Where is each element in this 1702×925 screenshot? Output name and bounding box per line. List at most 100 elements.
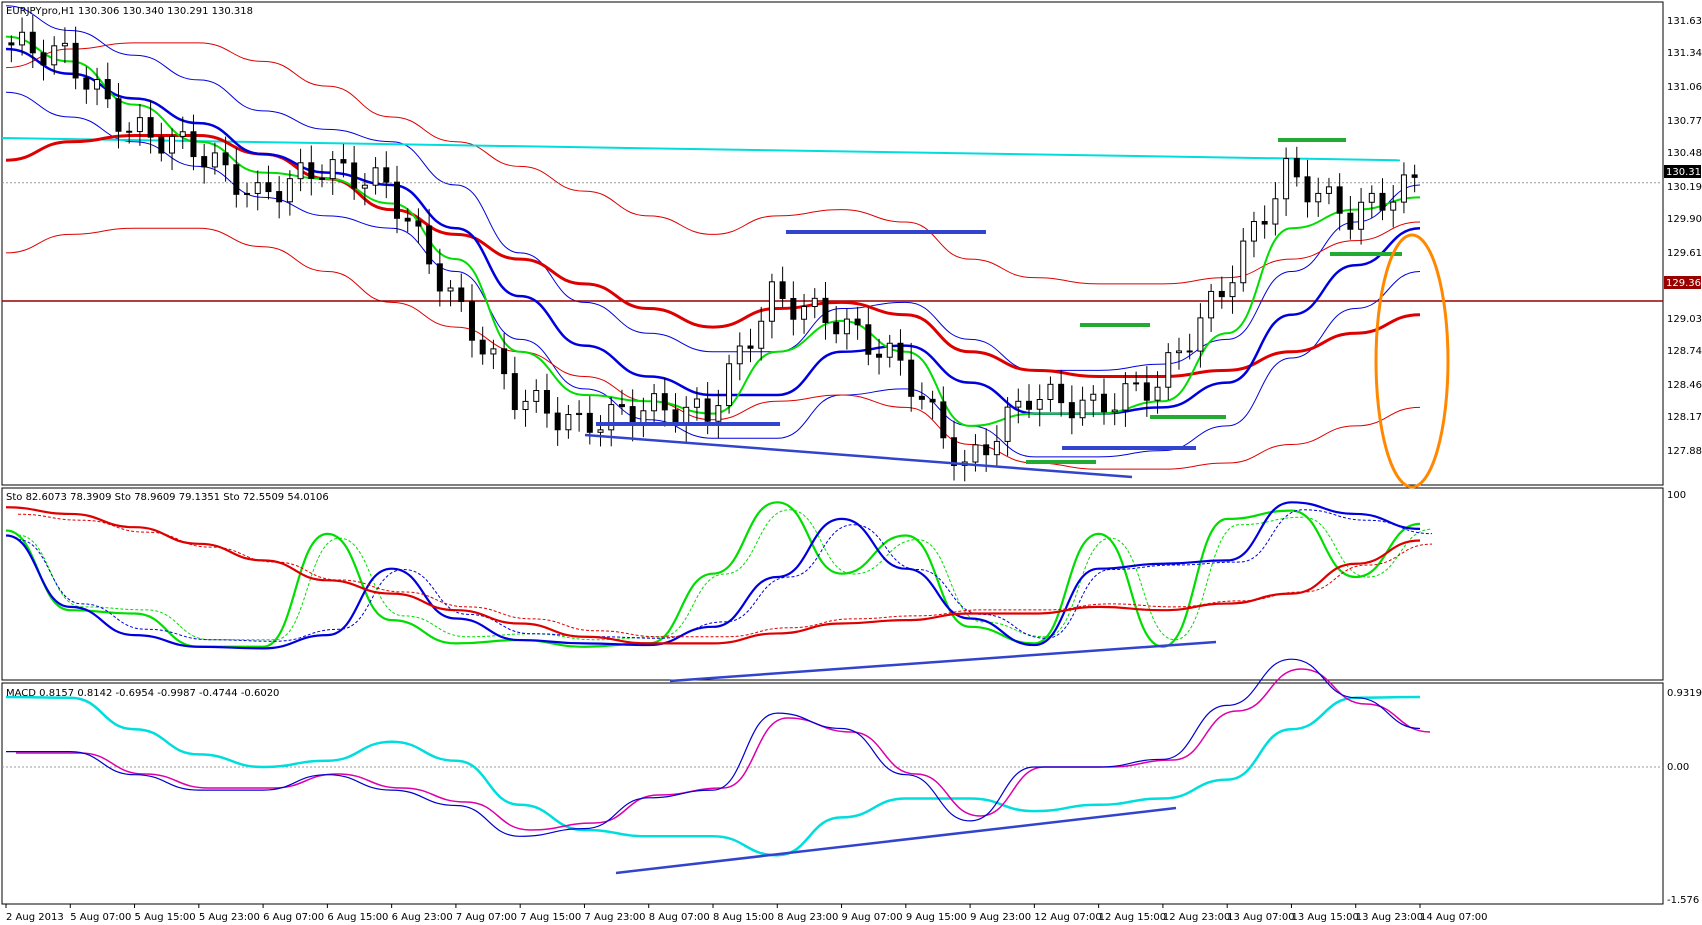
price-tick-label: 130.480 — [1667, 148, 1702, 159]
candle-body — [1261, 221, 1268, 225]
highlight-ellipse — [1374, 233, 1450, 489]
candle-body — [876, 353, 883, 358]
ma-slow-band-upper — [5, 42, 1421, 285]
candle-body — [704, 398, 711, 422]
candle-body — [329, 159, 336, 180]
time-tick-label: 9 Aug 07:00 — [842, 912, 903, 923]
candle-body — [169, 135, 176, 154]
candle-body — [158, 136, 165, 154]
candle-body — [1111, 409, 1118, 413]
candle-body — [436, 263, 443, 292]
candle-body — [297, 162, 304, 180]
time-axis: 2 Aug 2013 5 Aug 07:00 5 Aug 15:00 5 Aug 23… — [5, 904, 1487, 923]
candle-body — [1336, 186, 1343, 214]
time-tick-label: 9 Aug 15:00 — [906, 912, 967, 923]
time-tick-label: 12 Aug 23:00 — [1163, 912, 1230, 923]
candle-body — [1229, 282, 1236, 298]
candle-body — [265, 182, 272, 193]
candle-body — [586, 412, 593, 433]
candle-body — [1186, 350, 1193, 353]
candle-body — [972, 444, 979, 463]
current-price-badge — [1664, 165, 1701, 178]
time-tick-label: 12 Aug 07:00 — [1034, 912, 1101, 923]
candle-body — [468, 300, 475, 341]
stochastic-scale-top: 100 — [1667, 490, 1686, 501]
candle-body — [1272, 198, 1279, 225]
candle-body — [1079, 399, 1086, 419]
time-tick-label: 14 Aug 07:00 — [1420, 912, 1487, 923]
candle-body — [1004, 406, 1011, 442]
candle-body — [1068, 402, 1075, 419]
candle-body — [1154, 386, 1161, 401]
candle-body — [179, 131, 186, 137]
macd-scale-top: 0.9319 — [1667, 688, 1702, 699]
candle-body — [479, 339, 486, 355]
candle-body — [372, 167, 379, 186]
candle-body — [597, 429, 604, 433]
level-price-label: 129.361 — [1666, 278, 1702, 289]
stochastic-trend-line — [669, 640, 1217, 683]
candle-body — [1293, 158, 1300, 178]
candle-body — [543, 390, 550, 414]
candle-body — [1143, 382, 1150, 401]
time-tick-label: 8 Aug 23:00 — [777, 912, 838, 923]
candle-body — [993, 440, 1000, 456]
candle-body — [747, 345, 754, 349]
candle-body — [1283, 158, 1290, 200]
candle-body — [511, 373, 518, 411]
time-tick-label: 7 Aug 07:00 — [456, 912, 517, 923]
candle-body — [693, 398, 700, 408]
candle-body — [811, 297, 818, 308]
candle-body — [308, 162, 315, 179]
candle-body — [286, 178, 293, 203]
candle-body — [1400, 174, 1407, 203]
candle-body — [554, 412, 561, 431]
candle-body — [1358, 201, 1365, 230]
candle-body — [726, 363, 733, 407]
candle-body — [801, 306, 808, 320]
candle-body — [736, 345, 743, 365]
price-panel-frame — [1, 1, 1664, 486]
macd-signal-line — [16, 668, 1431, 831]
candle-body — [1347, 212, 1354, 230]
candle-body — [1325, 186, 1332, 194]
candle-body — [1015, 400, 1022, 408]
macd-scale-zero: 0.00 — [1667, 762, 1689, 773]
candle-body — [822, 297, 829, 323]
stochastic-lines — [5, 501, 1433, 650]
candle-body — [136, 117, 143, 133]
candle-body — [393, 181, 400, 219]
time-tick-label: 5 Aug 15:00 — [135, 912, 196, 923]
candle-body — [72, 42, 79, 79]
candle-body — [1122, 383, 1129, 411]
ma-slow-band-lower — [5, 227, 1421, 470]
candle-body — [1411, 174, 1418, 178]
candle-body — [1165, 352, 1172, 388]
macd-main-line — [6, 658, 1421, 837]
candle-body — [201, 156, 208, 168]
candle-body — [1036, 398, 1043, 410]
candle-body — [404, 217, 411, 222]
candle-body — [19, 31, 26, 46]
time-tick-label: 7 Aug 23:00 — [584, 912, 645, 923]
candle-body — [415, 220, 422, 227]
candle-body — [983, 444, 990, 456]
trend-line — [584, 433, 1133, 479]
time-tick-label: 6 Aug 23:00 — [392, 912, 453, 923]
candle-body — [276, 191, 283, 203]
candle-body — [715, 405, 722, 422]
candle-body — [104, 79, 111, 100]
candle-body — [1100, 393, 1107, 413]
candle-body — [1368, 192, 1375, 203]
time-tick-label: 6 Aug 15:00 — [327, 912, 388, 923]
candle-body — [608, 404, 615, 431]
candle-body — [779, 281, 786, 299]
candle-body — [1175, 350, 1182, 354]
candle-body — [576, 412, 583, 416]
candle-body — [351, 162, 358, 189]
candle-body — [501, 348, 508, 375]
candle-body — [244, 192, 251, 195]
stochastic-mid-line — [5, 501, 1421, 650]
stochastic-fast-line — [5, 501, 1421, 648]
